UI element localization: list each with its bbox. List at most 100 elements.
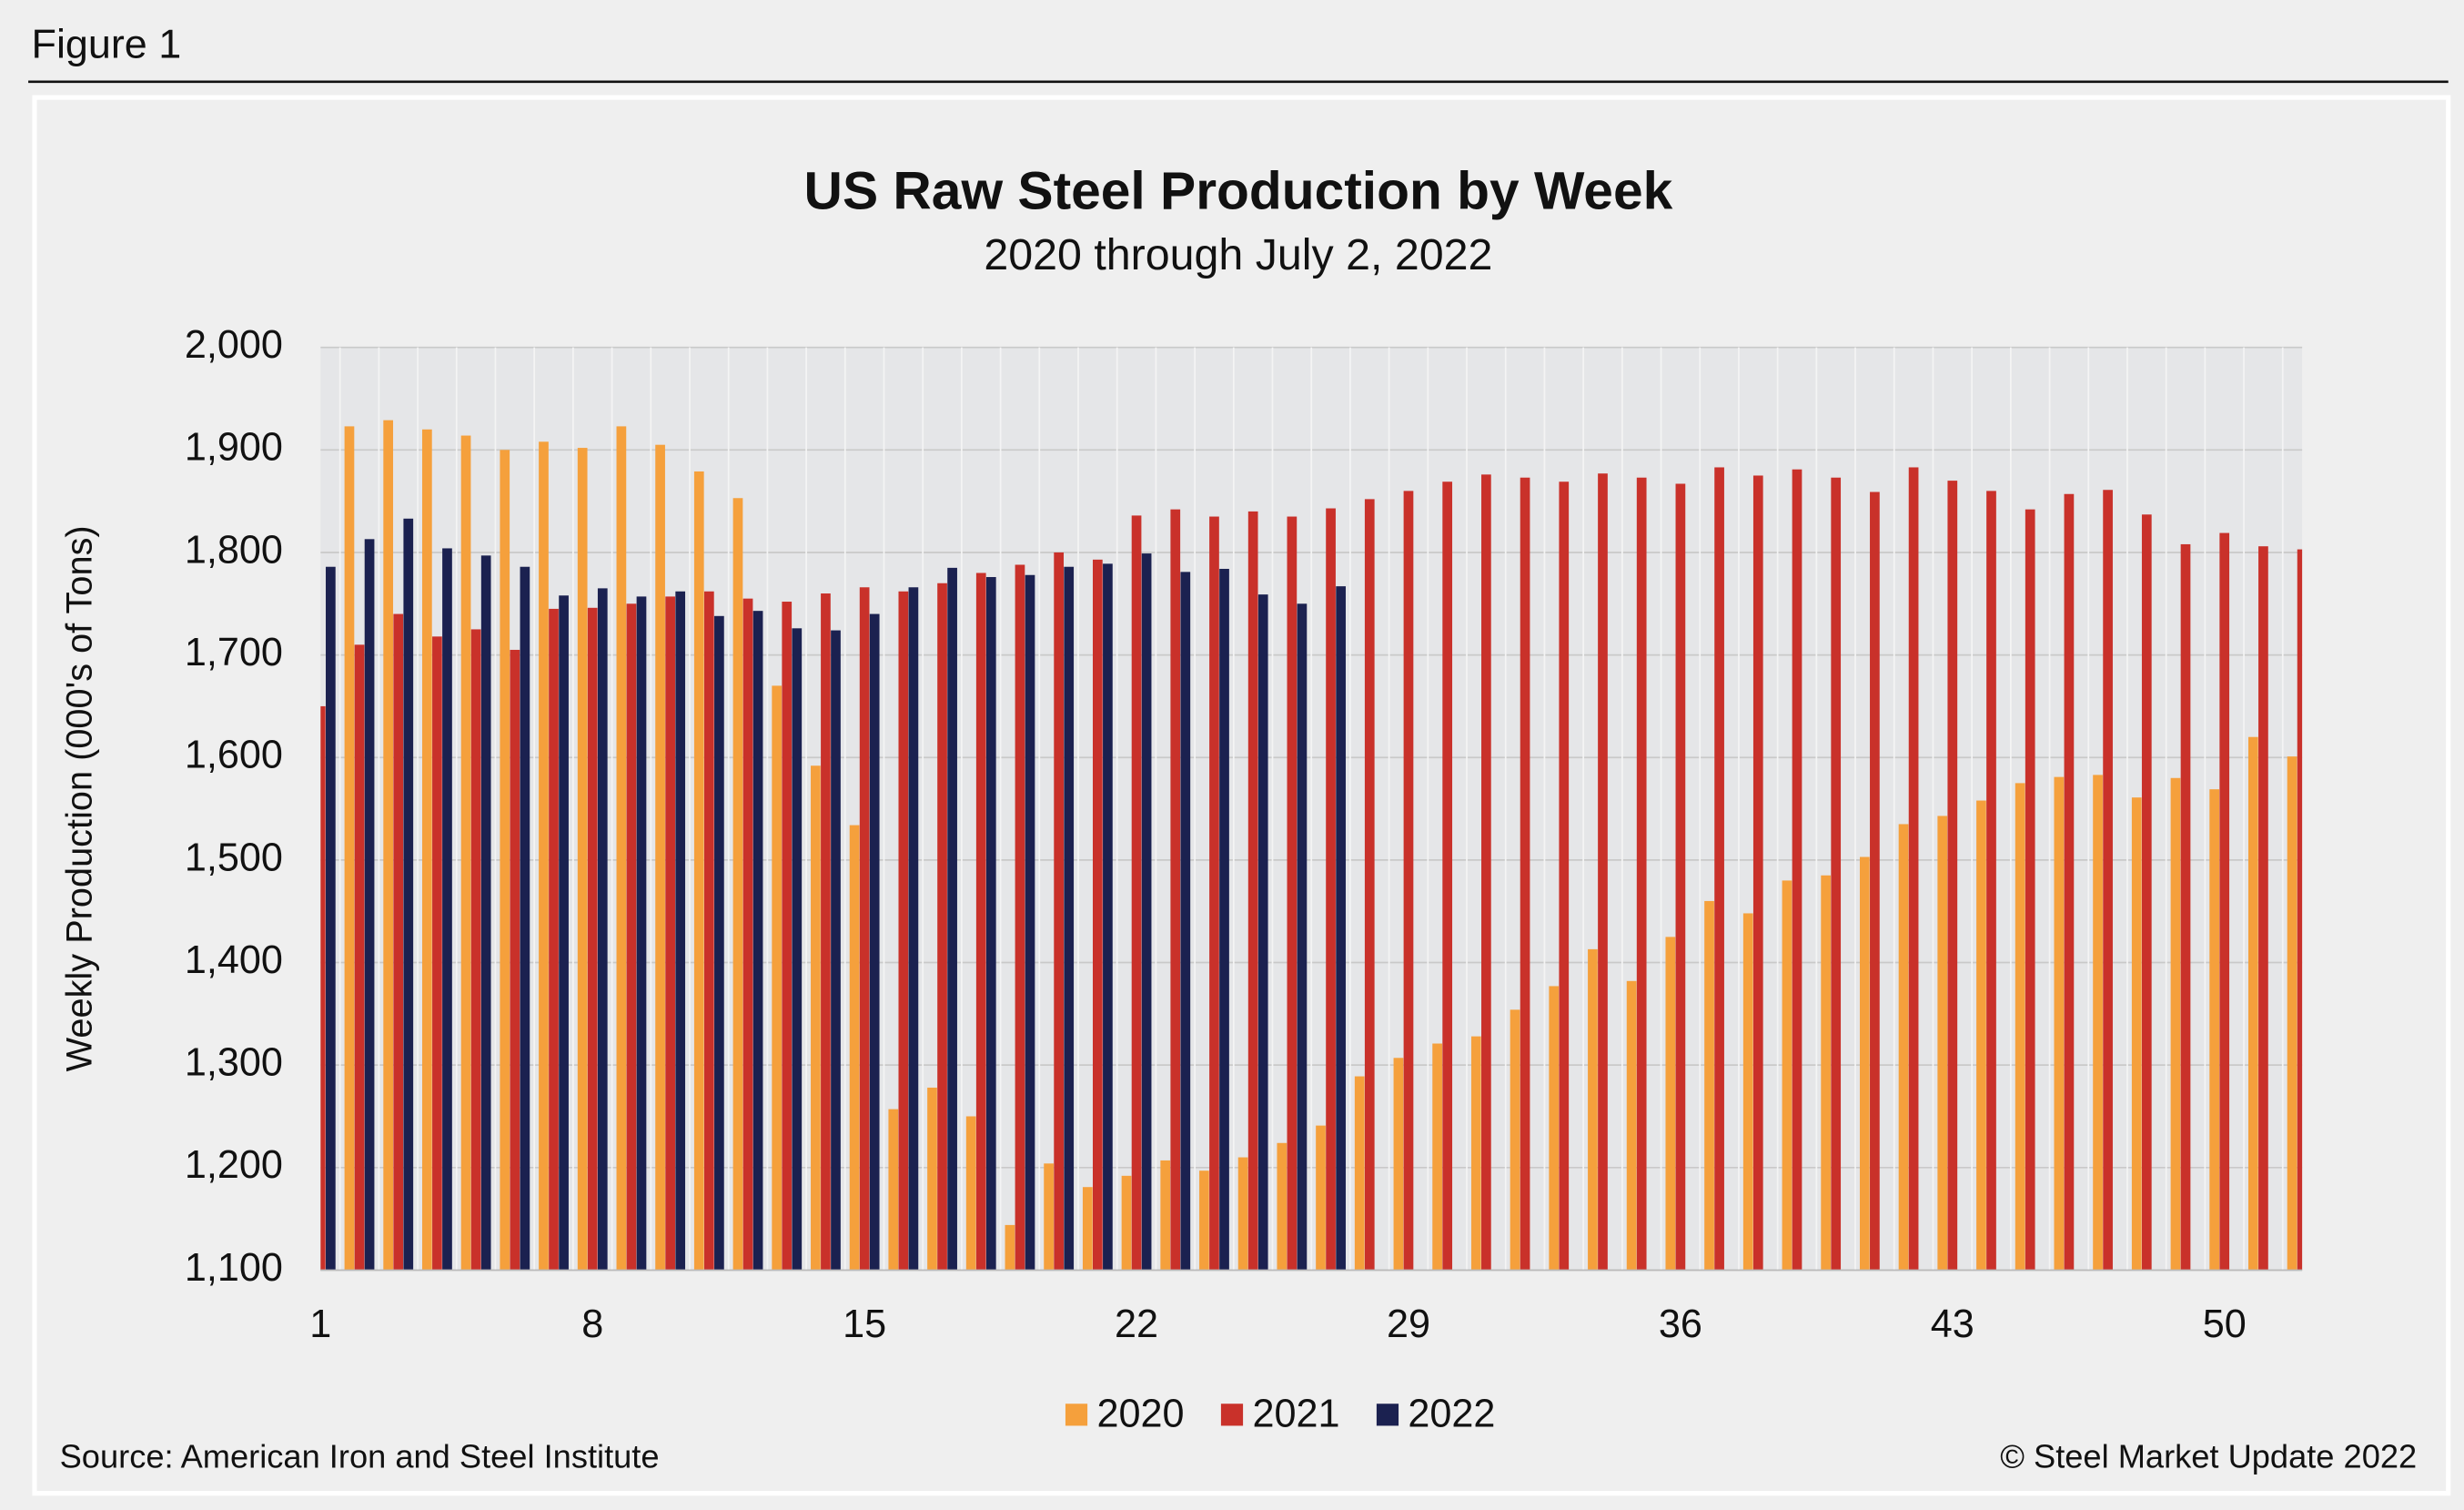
y-tick-label: 1,300 — [185, 1041, 283, 1085]
x-tick-label: 15 — [843, 1302, 886, 1346]
bar — [636, 596, 647, 1271]
x-tick-label: 50 — [2203, 1302, 2247, 1346]
bar — [597, 588, 608, 1271]
bar — [432, 636, 442, 1271]
y-tick-label: 1,100 — [185, 1246, 283, 1290]
bar — [344, 426, 355, 1271]
bar — [1742, 913, 1753, 1271]
x-tick-label: 36 — [1659, 1302, 1702, 1346]
bar — [2025, 509, 2035, 1271]
bar — [549, 608, 559, 1271]
bar — [1831, 477, 1842, 1271]
bar — [1393, 1058, 1404, 1271]
bar — [693, 471, 704, 1271]
bar — [1044, 1163, 1054, 1271]
bar — [403, 518, 414, 1271]
bar — [1103, 563, 1113, 1271]
bar — [539, 441, 549, 1271]
x-tick-label: 29 — [1387, 1302, 1430, 1346]
bar — [675, 591, 686, 1271]
chart-subtitle: 2020 through July 2, 2022 — [984, 230, 1492, 279]
legend-label: 2020 — [1096, 1392, 1184, 1435]
bar — [655, 444, 665, 1271]
bar — [1199, 1171, 1209, 1271]
y-tick-label: 1,500 — [185, 836, 283, 879]
bar — [937, 583, 947, 1271]
bar — [364, 539, 375, 1271]
bar — [1675, 483, 1686, 1271]
y-tick-label: 2,000 — [185, 323, 283, 367]
bar — [1326, 508, 1336, 1271]
bar — [898, 591, 909, 1271]
bar — [1121, 1175, 1132, 1271]
bar — [1947, 481, 1958, 1271]
bar — [849, 825, 860, 1271]
y-tick-label: 1,600 — [185, 734, 283, 777]
bar — [616, 426, 627, 1271]
bar — [1277, 1142, 1288, 1271]
bar — [480, 555, 491, 1271]
bar — [1559, 481, 1570, 1271]
legend-swatch — [1220, 1404, 1244, 1426]
bar — [1549, 986, 1560, 1271]
bar — [1859, 856, 1870, 1271]
bar — [1470, 1036, 1481, 1271]
chart-title: US Raw Steel Production by Week — [804, 162, 1673, 221]
bar — [2064, 493, 2075, 1271]
bar — [752, 611, 763, 1271]
bar — [927, 1087, 937, 1271]
bar — [587, 607, 598, 1271]
x-tick-label: 1 — [309, 1302, 331, 1346]
bar — [1287, 516, 1298, 1271]
legend-swatch — [1065, 1404, 1088, 1426]
bar — [1005, 1224, 1015, 1271]
x-tick-label: 8 — [581, 1302, 603, 1346]
bar — [1160, 1160, 1171, 1271]
bar — [821, 593, 831, 1271]
bar — [1481, 474, 1491, 1271]
bar — [2093, 775, 2103, 1271]
bar — [1064, 566, 1075, 1271]
bar — [470, 629, 481, 1271]
bar — [2054, 776, 2065, 1271]
bar — [1025, 574, 1035, 1271]
bar — [1403, 491, 1414, 1271]
bar — [859, 587, 870, 1271]
bar — [1636, 477, 1647, 1271]
source-note: Source: American Iron and Steel Institut… — [60, 1437, 660, 1475]
bar — [742, 598, 753, 1271]
bar — [500, 450, 510, 1271]
y-tick-label: 1,900 — [185, 426, 283, 470]
bar — [1247, 511, 1258, 1271]
bar — [1782, 880, 1792, 1271]
bar — [2141, 514, 2152, 1271]
bar — [326, 566, 336, 1271]
bar — [1870, 492, 1880, 1271]
bar — [1520, 477, 1530, 1271]
y-axis-label: Weekly Production (000's of Tons) — [59, 525, 99, 1071]
bar — [1626, 980, 1637, 1271]
bar — [1082, 1187, 1093, 1271]
bar — [703, 591, 714, 1271]
bar — [393, 613, 404, 1271]
bar — [975, 573, 986, 1271]
bar — [1170, 509, 1181, 1271]
bar — [1209, 516, 1219, 1271]
bar — [354, 644, 365, 1271]
bar — [1015, 564, 1025, 1271]
bar — [1180, 572, 1191, 1271]
bar — [1131, 515, 1142, 1271]
grid — [320, 346, 2303, 1272]
bar — [1364, 499, 1375, 1271]
bar — [1752, 475, 1763, 1271]
y-tick-label: 1,700 — [185, 631, 283, 674]
bar — [1976, 800, 1986, 1271]
bar — [908, 587, 919, 1271]
bar — [1442, 481, 1453, 1271]
bar — [782, 602, 793, 1271]
bar — [2180, 543, 2191, 1271]
bar — [1986, 491, 1996, 1271]
bar — [1316, 1125, 1326, 1271]
y-tick-label: 1,800 — [185, 528, 283, 572]
bars — [320, 420, 2303, 1271]
